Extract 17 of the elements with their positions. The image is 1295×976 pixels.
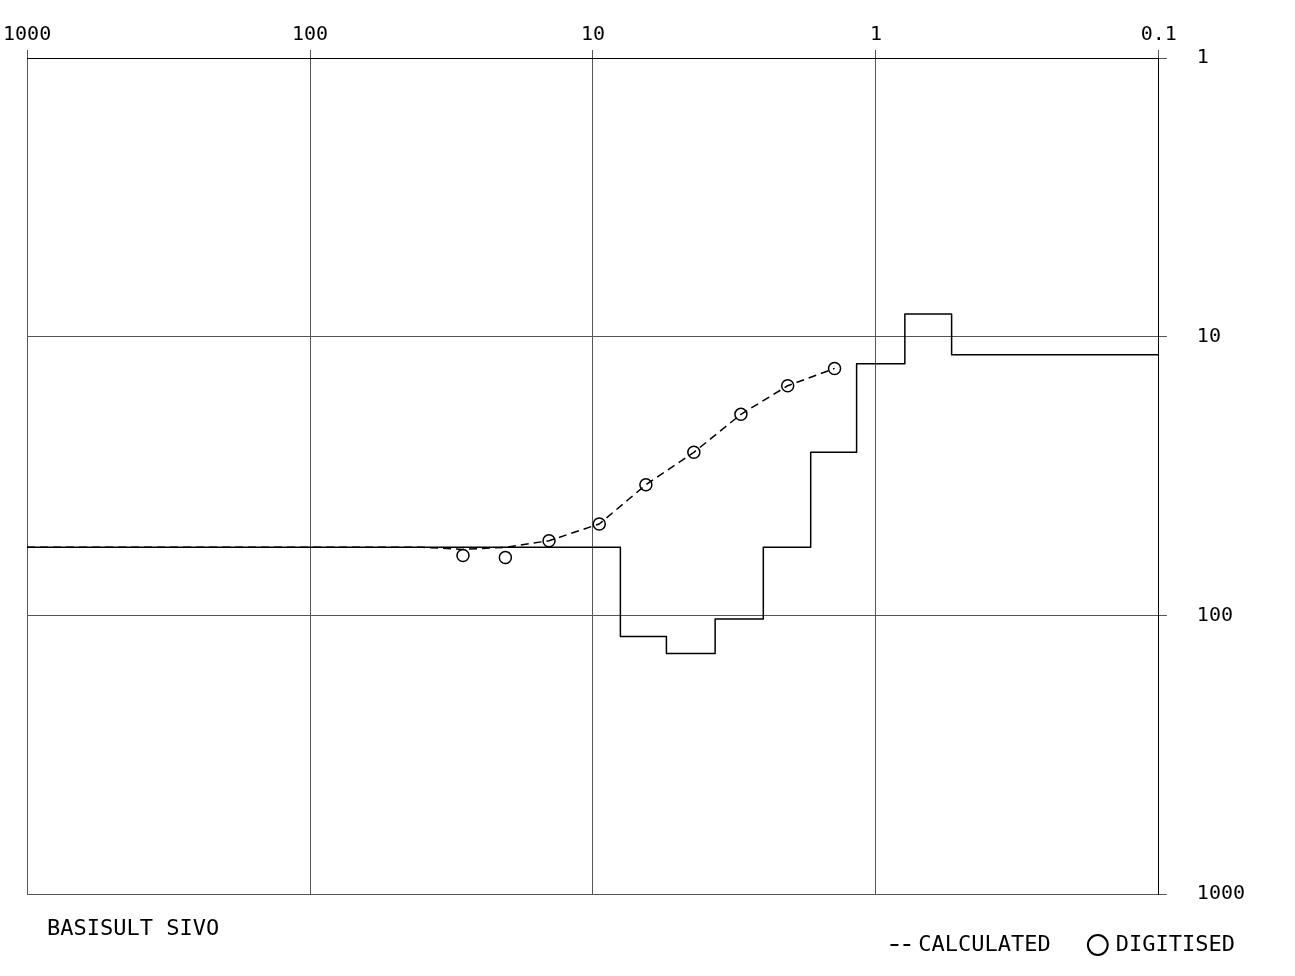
x-tick-label: 10 — [580, 21, 606, 46]
y-tick-label: 1000 — [1196, 880, 1246, 905]
legend-label: DIGITISED — [1115, 930, 1236, 956]
point — [734, 407, 748, 422]
y-tick-label: 100 — [1196, 601, 1233, 626]
x-tick-label: 1 — [869, 21, 882, 46]
point — [780, 378, 795, 393]
y-tick-label: 1 — [1196, 44, 1209, 69]
point — [687, 445, 701, 460]
x-tick-label: 1000 — [3, 21, 52, 46]
y-tick-label: 10 — [1196, 322, 1221, 347]
legend-label: CALCULATED — [918, 930, 1051, 956]
text: BASISULT SIVO — [47, 914, 220, 940]
x-tick-label: 0.1 — [1140, 21, 1177, 46]
point — [827, 361, 842, 376]
x-tick-label: 100 — [291, 21, 329, 46]
point — [498, 550, 513, 565]
